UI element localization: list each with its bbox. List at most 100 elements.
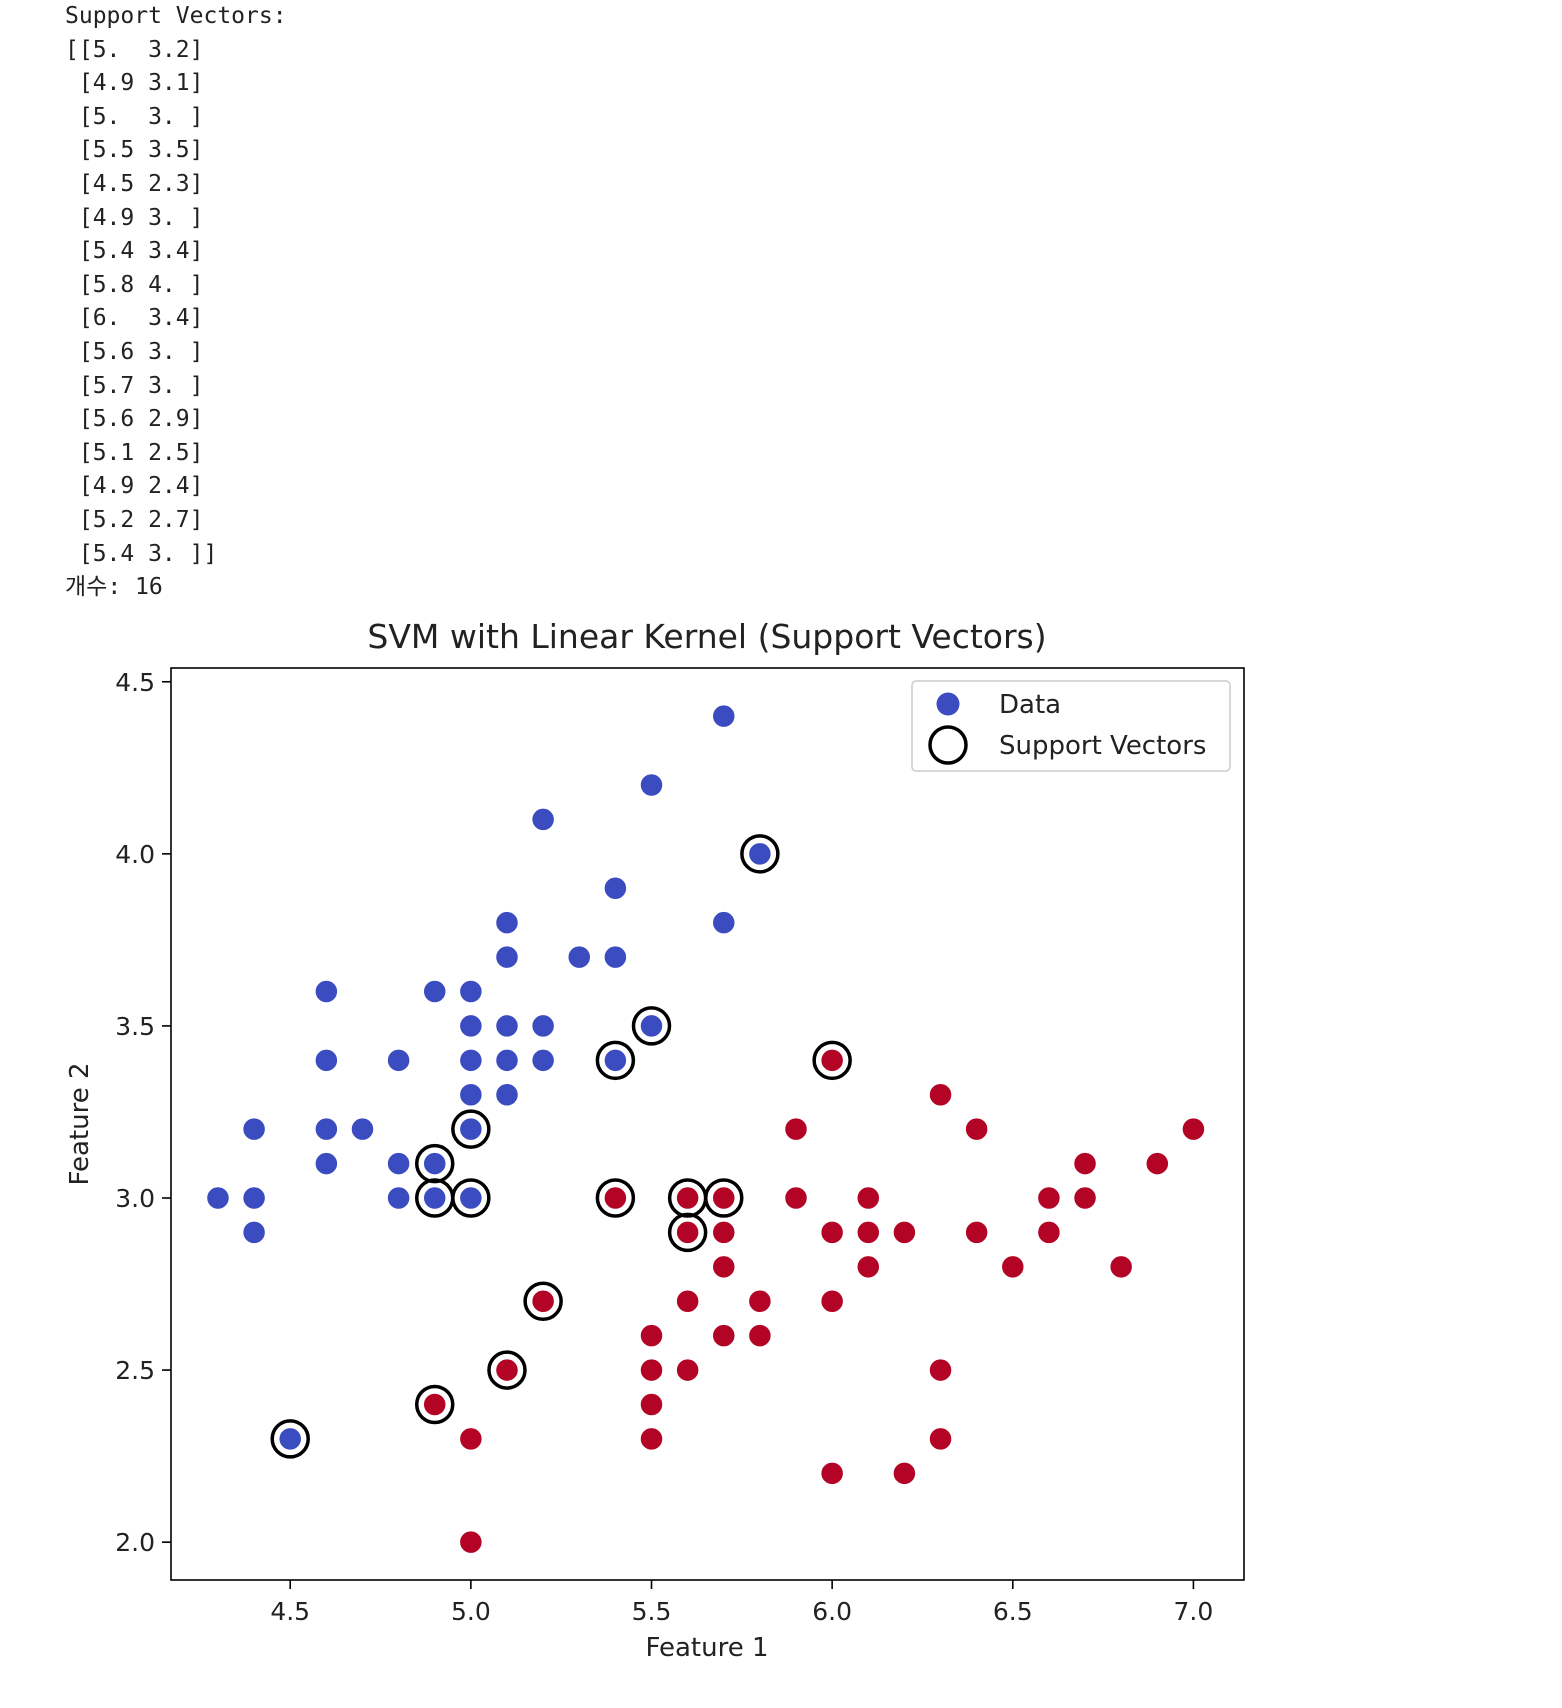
data-point-class-0 [458, 1082, 484, 1107]
data-point-class-0 [458, 1013, 484, 1039]
data-point-class-1 [819, 1048, 845, 1073]
x-tick-label: 5.0 [451, 1597, 491, 1626]
support-vector-ring [487, 1350, 527, 1390]
x-tick-label: 6.5 [993, 1597, 1033, 1626]
data-point-class-1 [856, 1220, 881, 1245]
y-tick-label: 2.5 [115, 1356, 155, 1385]
data-point-class-0 [711, 910, 737, 935]
console-line: [5.8 4. ] [65, 271, 204, 298]
legend-support-vectors-marker [928, 725, 968, 765]
data-point-class-1 [964, 1116, 989, 1142]
data-point-class-0 [494, 1082, 520, 1107]
support-vector-ring [270, 1419, 310, 1459]
data-point-class-1 [1036, 1185, 1062, 1211]
console-line: [5.1 2.5] [65, 439, 204, 466]
data-point-class-0 [314, 979, 339, 1004]
console-line: [5.4 3. ]] [65, 540, 218, 567]
console-line: [5. 3. ] [65, 103, 204, 130]
console-line: [[5. 3.2] [65, 36, 204, 63]
console-line: [5.2 2.7] [65, 506, 204, 533]
data-point-class-0 [711, 703, 737, 729]
x-axis-label: Feature 1 [645, 1633, 768, 1663]
data-point-class-1 [1072, 1151, 1098, 1176]
legend-support-vectors-label: Support Vectors [999, 731, 1206, 761]
x-tick-label: 5.5 [632, 1597, 672, 1626]
data-point-class-0 [386, 1185, 411, 1211]
axes-layer: 4.5 5.0 5.5 6.0 6.5 7.0 2.0 2.5 3.0 3.5 4.0 4.5 [115, 668, 1213, 1626]
points-layer [205, 703, 1206, 1555]
support-vector-ring [523, 1281, 563, 1321]
support-vector-ring [740, 834, 780, 874]
data-point-class-0 [603, 876, 628, 901]
data-point-class-1 [856, 1185, 881, 1211]
chart-title: SVM with Linear Kernel (Support Vectors) [367, 617, 1046, 656]
data-point-class-1 [422, 1392, 447, 1417]
y-tick-label: 2.0 [115, 1528, 155, 1557]
data-point-class-0 [603, 1048, 628, 1073]
console-line: [4.5 2.3] [65, 170, 204, 197]
data-point-class-1 [1145, 1151, 1170, 1176]
data-point-class-1 [892, 1461, 917, 1486]
data-point-class-1 [783, 1185, 809, 1211]
data-point-class-1 [639, 1323, 664, 1348]
data-point-class-1 [675, 1357, 700, 1383]
data-point-class-0 [422, 979, 447, 1004]
support-vector-ring [631, 1006, 672, 1046]
data-point-class-0 [314, 1151, 339, 1176]
x-tick-label: 4.5 [270, 1597, 310, 1626]
data-point-class-0 [530, 807, 556, 832]
data-point-class-1 [675, 1185, 700, 1211]
data-point-class-1 [1072, 1185, 1098, 1211]
support-vector-ring [595, 1040, 636, 1081]
data-point-class-1 [1000, 1254, 1026, 1280]
data-point-class-1 [530, 1288, 556, 1314]
console-line: [4.9 3.1] [65, 70, 204, 97]
data-point-class-0 [458, 1116, 484, 1142]
support-vector-ring [414, 1178, 455, 1218]
data-point-class-0 [530, 1048, 556, 1073]
data-point-class-1 [711, 1185, 737, 1211]
data-point-class-1 [711, 1220, 737, 1245]
data-point-class-0 [422, 1151, 447, 1176]
data-point-class-0 [494, 944, 520, 970]
data-point-class-1 [1036, 1220, 1062, 1245]
data-point-class-1 [928, 1082, 953, 1107]
data-point-class-1 [964, 1220, 989, 1245]
data-point-class-0 [350, 1116, 375, 1142]
data-point-class-1 [819, 1288, 845, 1314]
data-point-class-0 [747, 841, 773, 867]
y-tick-label: 3.0 [115, 1184, 155, 1213]
support-vector-ring [812, 1040, 852, 1081]
data-point-class-0 [458, 979, 484, 1004]
console-line: 개수: 16 [65, 574, 163, 601]
data-point-class-1 [928, 1357, 953, 1383]
data-point-class-0 [205, 1185, 231, 1211]
data-point-class-1 [747, 1288, 773, 1314]
support-vector-ring [667, 1212, 708, 1253]
data-point-class-1 [747, 1323, 773, 1348]
data-point-class-1 [675, 1288, 700, 1314]
console-line: [6. 3.4] [65, 305, 204, 332]
data-point-class-1 [639, 1392, 664, 1417]
data-point-class-1 [711, 1254, 737, 1280]
console-line: [5.6 2.9] [65, 406, 204, 433]
legend: Data Support Vectors [911, 680, 1231, 772]
data-point-class-0 [458, 1048, 484, 1073]
data-point-class-0 [277, 1426, 303, 1452]
data-point-class-1 [458, 1426, 484, 1452]
console-line: [5.7 3. ] [65, 372, 204, 399]
data-point-class-1 [639, 1426, 664, 1452]
data-point-class-0 [603, 944, 628, 970]
support-vector-ring [414, 1384, 455, 1425]
support-vector-ring [451, 1109, 491, 1149]
data-point-class-0 [494, 1048, 520, 1073]
console-line: [5.5 3.5] [65, 137, 204, 164]
x-tick-label: 7.0 [1174, 1597, 1214, 1626]
data-point-class-0 [241, 1185, 267, 1211]
support-vector-ring [704, 1178, 744, 1218]
data-point-class-1 [856, 1254, 881, 1280]
data-point-class-1 [819, 1461, 845, 1486]
data-point-class-0 [494, 910, 520, 935]
data-point-class-1 [458, 1529, 484, 1555]
